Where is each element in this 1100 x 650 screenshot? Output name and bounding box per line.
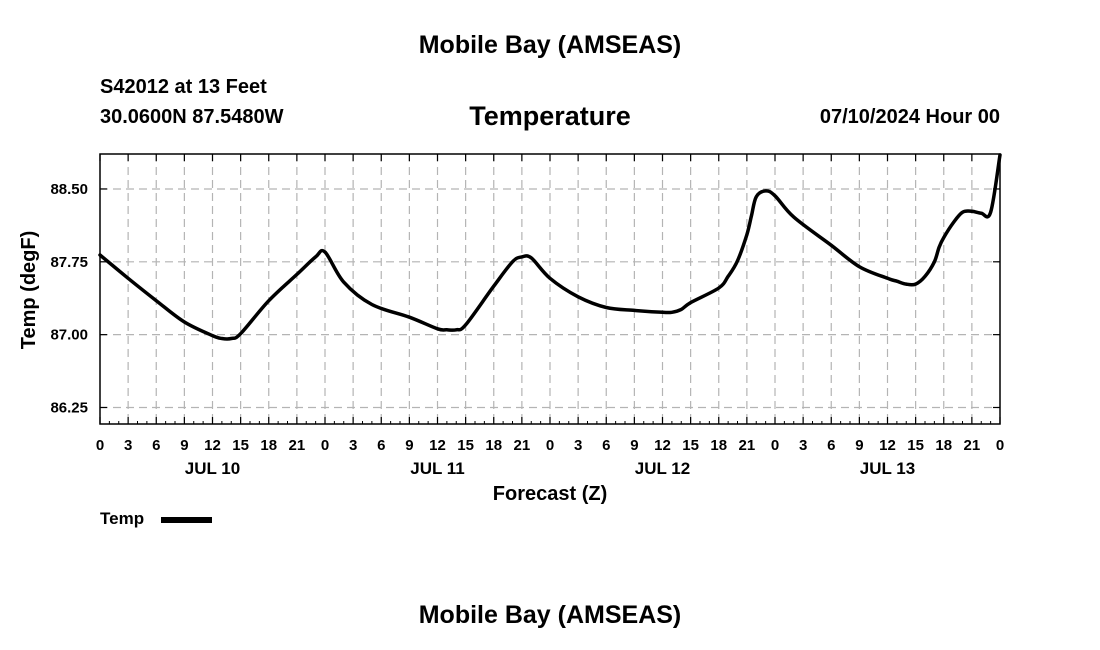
x-tick-label: 21: [964, 437, 981, 454]
x-tick-label: 3: [799, 437, 807, 454]
y-axis-label: Temp (degF): [18, 231, 40, 350]
y-tick-label: 88.50: [50, 181, 88, 198]
x-tick-label: 6: [827, 437, 835, 454]
x-tick-label: 0: [996, 437, 1004, 454]
x-tick-label: 9: [405, 437, 413, 454]
x-tick-label: 15: [682, 437, 699, 454]
x-tick-label: 21: [289, 437, 306, 454]
grid: [100, 154, 1000, 424]
x-tick-label: 18: [935, 437, 952, 454]
series-layer: [98, 153, 1002, 341]
x-tick-label: 0: [321, 437, 329, 454]
x-tick-label: 3: [349, 437, 357, 454]
x-day-label: JUL 11: [410, 459, 465, 478]
x-tick-label: 21: [514, 437, 531, 454]
x-tick-label: 18: [710, 437, 727, 454]
x-tick-label: 12: [204, 437, 221, 454]
x-tick-label: 12: [429, 437, 446, 454]
x-tick-label: 0: [771, 437, 779, 454]
y-tick-label: 87.00: [50, 327, 88, 344]
y-tick-label: 86.25: [50, 399, 88, 416]
x-tick-label: 15: [907, 437, 924, 454]
x-tick-label: 15: [232, 437, 249, 454]
x-tick-label: 3: [124, 437, 132, 454]
x-day-label: JUL 12: [635, 459, 690, 478]
x-tick-label: 9: [180, 437, 188, 454]
axis-ticks: 0 3 6 9 12 15 18 21 0 3 6 9 12 15 18 21 0 3 6 9 12 15 18 21 0 3 6 9…: [50, 154, 1004, 478]
x-tick-label: 3: [574, 437, 582, 454]
series-line-temp: [98, 153, 1002, 341]
station-coordinates: 30.0600N 87.5480W: [100, 106, 284, 128]
x-day-label: JUL 10: [185, 459, 240, 478]
x-day-label: JUL 13: [860, 459, 915, 478]
footer-title: Mobile Bay (AMSEAS): [418, 601, 682, 629]
x-tick-label: 21: [739, 437, 756, 454]
y-tick-label: 87.75: [50, 254, 88, 271]
x-axis-label: Forecast (Z): [493, 483, 607, 505]
x-tick-label: 6: [377, 437, 385, 454]
x-tick-label: 0: [96, 437, 104, 454]
x-tick-label: 9: [855, 437, 863, 454]
x-tick-label: 12: [654, 437, 671, 454]
x-tick-label: 9: [630, 437, 638, 454]
x-tick-label: 6: [602, 437, 610, 454]
forecast-run-time: 07/10/2024 Hour 00: [819, 106, 1000, 128]
x-tick-label: 12: [879, 437, 896, 454]
legend-label: Temp: [100, 509, 145, 528]
x-tick-label: 18: [260, 437, 277, 454]
variable-title: Temperature: [469, 101, 631, 131]
x-tick-label: 15: [457, 437, 474, 454]
page-title: Mobile Bay (AMSEAS): [418, 31, 682, 59]
legend-swatch: [161, 517, 212, 523]
x-tick-label: 18: [485, 437, 502, 454]
station-label: S42012 at 13 Feet: [100, 76, 267, 98]
x-tick-label: 0: [546, 437, 554, 454]
x-tick-label: 6: [152, 437, 160, 454]
